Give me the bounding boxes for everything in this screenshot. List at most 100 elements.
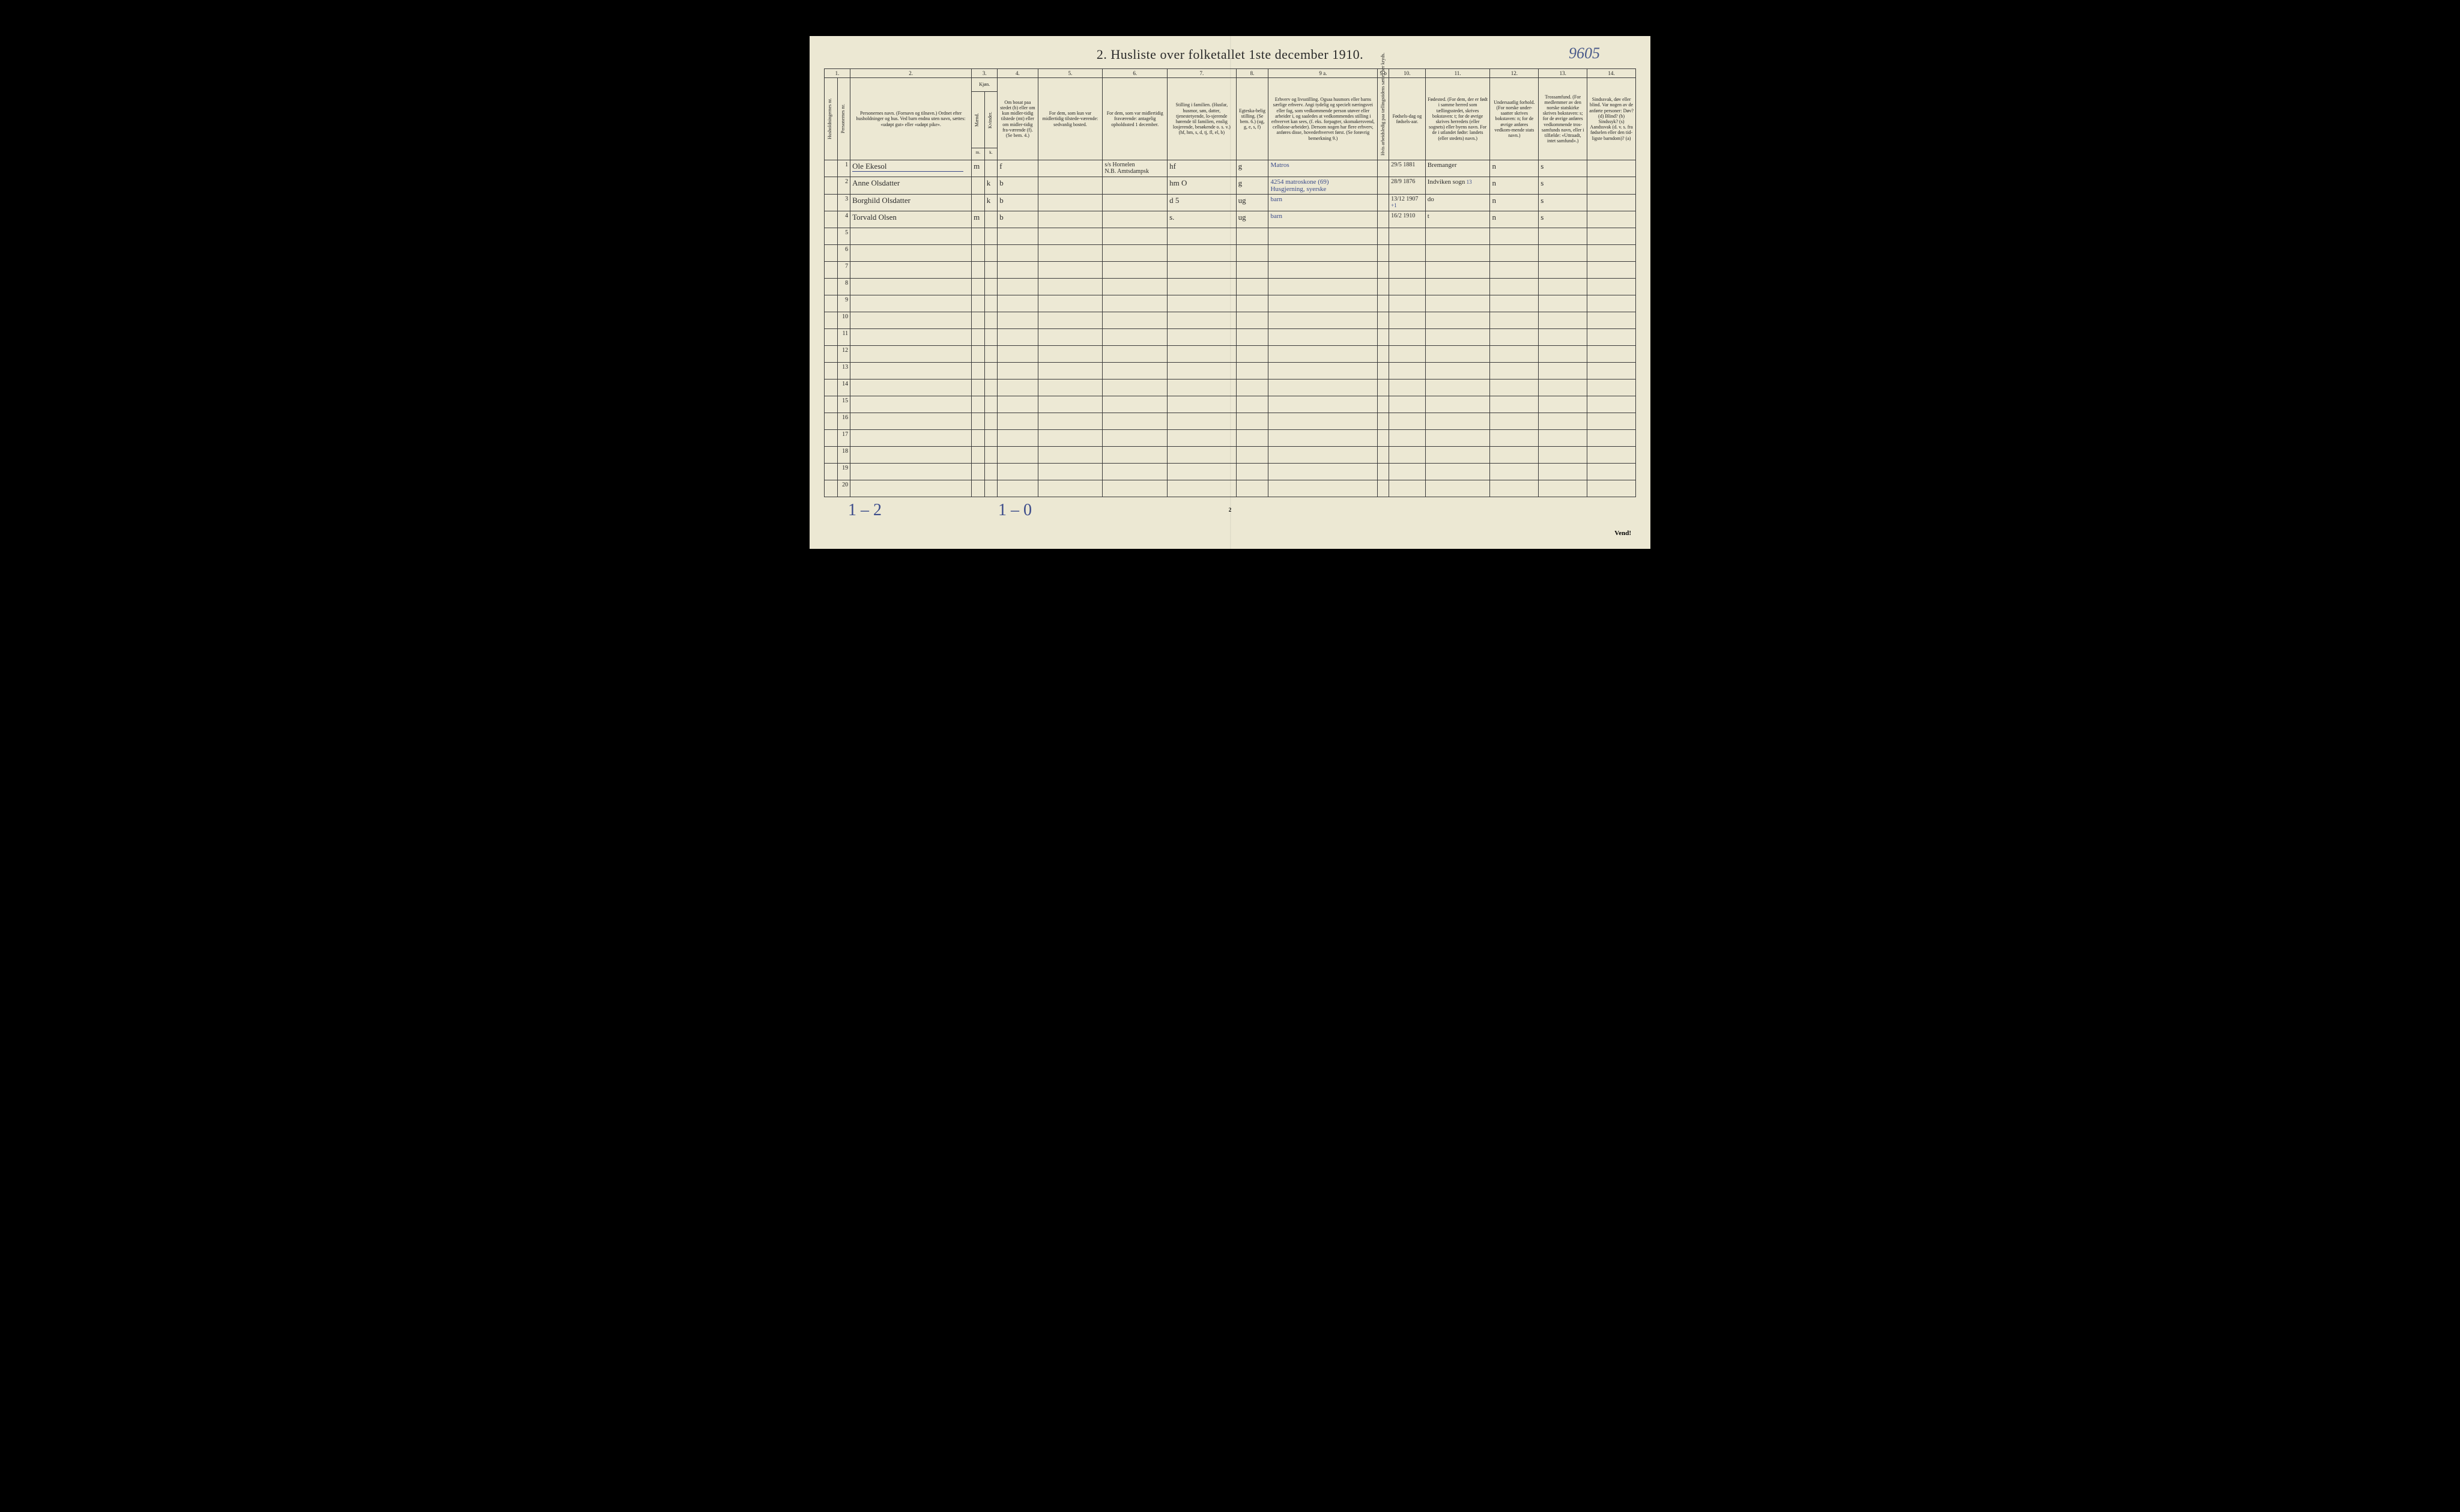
marital-cell: ug <box>1236 211 1268 228</box>
empty-cell <box>850 396 972 413</box>
empty-cell <box>998 380 1038 396</box>
household-nr-cell <box>825 396 838 413</box>
person-nr-cell: 10 <box>837 312 850 329</box>
empty-cell <box>1103 430 1168 447</box>
page-number-bottom: 2 <box>1229 507 1232 513</box>
header-main-row: Husholdningernes nr. Personernes nr. Per… <box>825 78 1636 92</box>
person-nr-cell: 18 <box>837 447 850 464</box>
empty-cell <box>998 245 1038 262</box>
empty-cell <box>1236 430 1268 447</box>
household-nr-cell <box>825 312 838 329</box>
temp-present-cell <box>1038 177 1103 195</box>
empty-cell <box>1425 396 1490 413</box>
empty-cell <box>984 262 998 279</box>
empty-cell <box>1268 363 1378 380</box>
table-row-empty: 6 <box>825 245 1636 262</box>
birth-cell: 28/9 1876 <box>1389 177 1426 195</box>
person-nr-cell: 11 <box>837 329 850 346</box>
person-nr-cell: 13 <box>837 363 850 380</box>
table-row-empty: 15 <box>825 396 1636 413</box>
person-nr-cell: 8 <box>837 279 850 295</box>
empty-cell <box>972 295 985 312</box>
empty-cell <box>984 295 998 312</box>
empty-cell <box>1268 447 1378 464</box>
empty-cell <box>984 447 998 464</box>
sex-m-cell <box>972 195 985 211</box>
empty-cell <box>1389 380 1426 396</box>
empty-cell <box>984 464 998 480</box>
empty-cell <box>972 245 985 262</box>
temp-absent-cell <box>1103 195 1168 211</box>
empty-cell <box>1378 346 1389 363</box>
empty-cell <box>1236 295 1268 312</box>
empty-cell <box>1038 480 1103 497</box>
empty-cell <box>1168 262 1236 279</box>
empty-cell <box>998 329 1038 346</box>
empty-cell <box>1236 346 1268 363</box>
table-row: 2Anne Olsdatterkbhm Og4254 matroskone (6… <box>825 177 1636 195</box>
empty-cell <box>1389 430 1426 447</box>
empty-cell <box>1378 262 1389 279</box>
empty-cell <box>1236 245 1268 262</box>
empty-cell <box>1490 279 1539 295</box>
empty-cell <box>1378 480 1389 497</box>
temp-present-cell <box>1038 195 1103 211</box>
birthplace-cell: do <box>1425 195 1490 211</box>
empty-cell <box>1389 279 1426 295</box>
empty-cell <box>972 430 985 447</box>
empty-cell <box>984 413 998 430</box>
empty-cell <box>1389 346 1426 363</box>
empty-cell <box>972 262 985 279</box>
empty-cell <box>1268 279 1378 295</box>
empty-cell <box>1268 380 1378 396</box>
empty-cell <box>1378 380 1389 396</box>
empty-cell <box>1587 380 1636 396</box>
disability-cell <box>1587 211 1636 228</box>
empty-cell <box>972 480 985 497</box>
person-nr-cell: 20 <box>837 480 850 497</box>
household-nr-cell <box>825 413 838 430</box>
sex-k-cell <box>984 160 998 177</box>
table-row-empty: 19 <box>825 464 1636 480</box>
colnum: 12. <box>1490 69 1539 78</box>
empty-cell <box>850 346 972 363</box>
empty-cell <box>1378 329 1389 346</box>
empty-cell <box>1389 413 1426 430</box>
empty-cell <box>1103 464 1168 480</box>
empty-cell <box>984 396 998 413</box>
empty-cell <box>1490 245 1539 262</box>
empty-cell <box>850 312 972 329</box>
occupation-cell: barn <box>1268 195 1378 211</box>
empty-cell <box>1389 312 1426 329</box>
empty-cell <box>972 228 985 245</box>
empty-cell <box>1539 346 1587 363</box>
marital-cell: ug <box>1236 195 1268 211</box>
name-cell: Anne Olsdatter <box>850 177 972 195</box>
empty-cell <box>1378 396 1389 413</box>
person-nr-cell: 14 <box>837 380 850 396</box>
empty-cell <box>1587 480 1636 497</box>
empty-cell <box>984 245 998 262</box>
empty-cell <box>1425 413 1490 430</box>
empty-cell <box>1268 295 1378 312</box>
empty-cell <box>1038 430 1103 447</box>
empty-cell <box>1168 447 1236 464</box>
empty-cell <box>1168 464 1236 480</box>
empty-cell <box>1038 447 1103 464</box>
empty-cell <box>1539 312 1587 329</box>
handwritten-bottom-a: 1 – 2 <box>848 501 882 520</box>
empty-cell <box>998 363 1038 380</box>
empty-cell <box>1268 480 1378 497</box>
empty-cell <box>1539 396 1587 413</box>
empty-cell <box>1038 413 1103 430</box>
empty-cell <box>1103 295 1168 312</box>
empty-cell <box>1490 262 1539 279</box>
occupation-cell: 4254 matroskone (69) Husgjerning, syersk… <box>1268 177 1378 195</box>
colnum: 10. <box>1389 69 1426 78</box>
col-header-temp-absent: For dem, som var midlertidig fraværende:… <box>1103 78 1168 160</box>
empty-cell <box>1103 279 1168 295</box>
empty-cell <box>1378 228 1389 245</box>
person-nr-cell: 19 <box>837 464 850 480</box>
empty-cell <box>1168 329 1236 346</box>
empty-cell <box>850 245 972 262</box>
